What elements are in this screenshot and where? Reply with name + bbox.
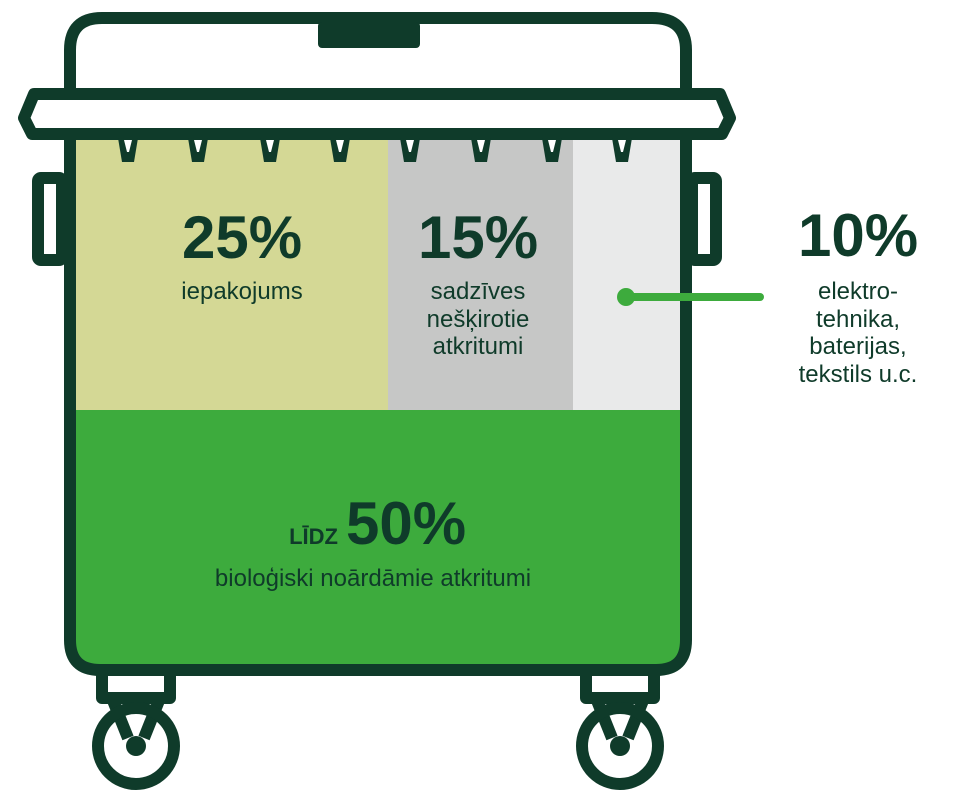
segment-packaging xyxy=(72,130,388,412)
wheel-left xyxy=(92,702,180,790)
wheel-hub-right xyxy=(610,736,630,756)
label: baterijas, xyxy=(809,333,906,360)
percent: 10% xyxy=(798,202,918,269)
percent: 50% xyxy=(346,490,466,557)
label: sadzīves xyxy=(431,278,526,305)
lid-frame xyxy=(64,12,692,92)
percent: 15% xyxy=(418,204,538,271)
body-outline xyxy=(64,130,692,676)
lid-band xyxy=(18,88,736,140)
segment-mixed xyxy=(388,130,573,412)
segment-bio xyxy=(72,410,684,668)
connector-dot xyxy=(617,288,635,306)
label: nešķirotie xyxy=(427,306,530,333)
label: elektro- xyxy=(818,278,898,305)
wheel-right xyxy=(576,702,664,790)
teeth-inner xyxy=(124,140,626,152)
percent: 25% xyxy=(182,204,302,271)
label: tekstils u.c. xyxy=(799,361,918,388)
label: atkritumi xyxy=(433,333,524,360)
label: tehnika, xyxy=(816,306,900,333)
lid-handle xyxy=(318,22,420,48)
hinge-right xyxy=(686,172,722,266)
prefix: LĪDZ xyxy=(289,524,338,549)
label: iepakojums xyxy=(181,278,302,305)
segment-electronics xyxy=(573,130,684,412)
label: bioloģiski noārdāmie atkritumi xyxy=(215,565,531,592)
wheel-hub-left xyxy=(126,736,146,756)
hinge-left xyxy=(32,172,68,266)
